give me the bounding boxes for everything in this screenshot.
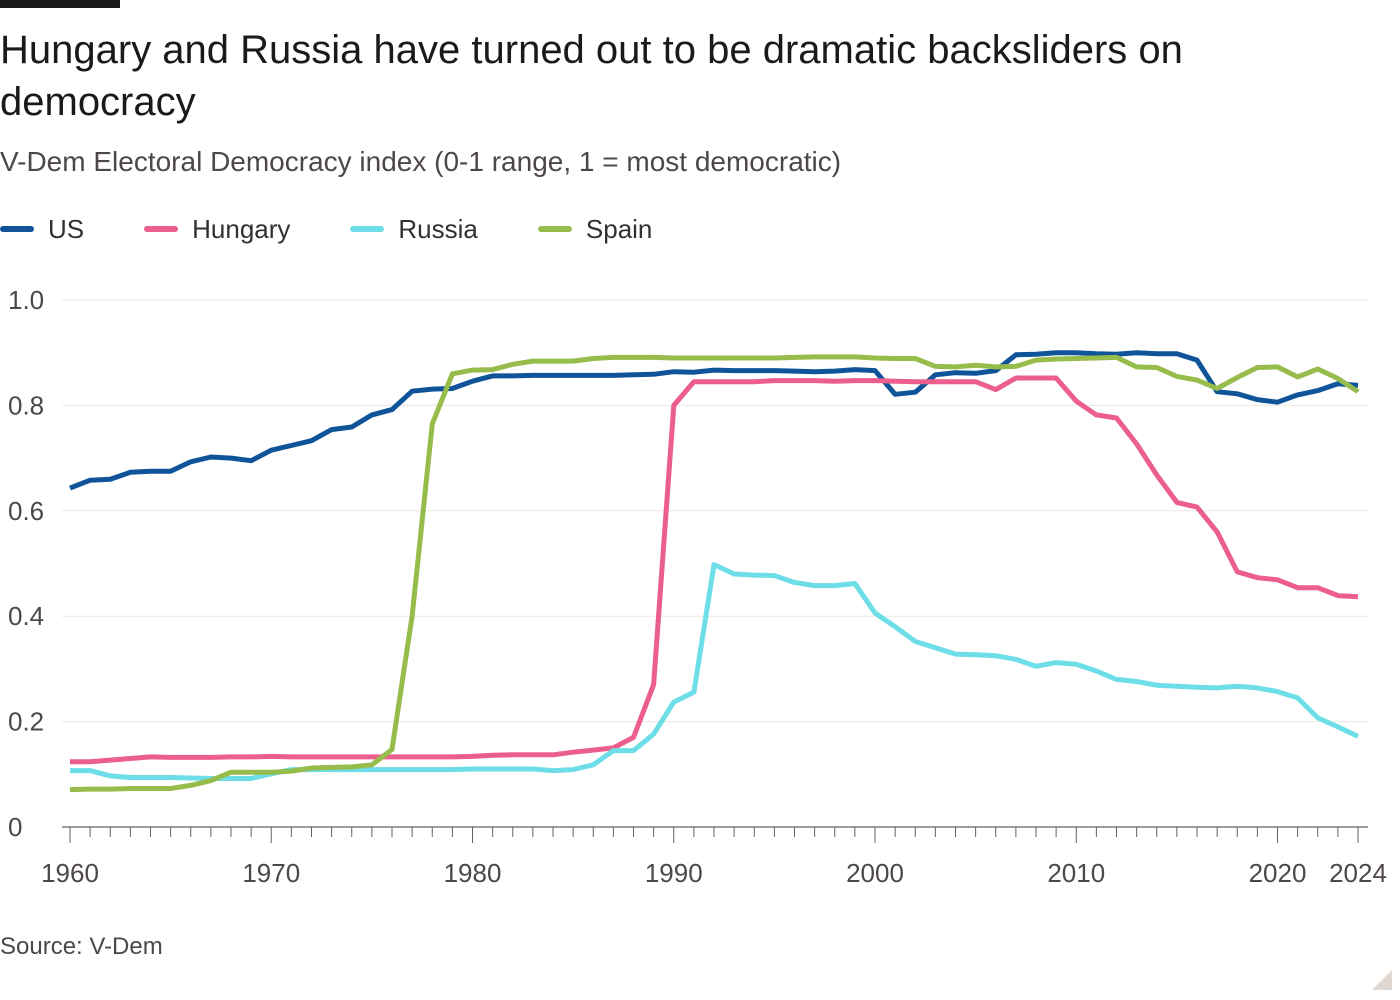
legend-swatch-russia [350, 226, 385, 232]
series-line-russia [70, 562, 1360, 781]
legend-swatch-spain [537, 226, 572, 232]
corner-mark [1372, 970, 1392, 990]
chart-subtitle: V-Dem Electoral Democracy index (0-1 ran… [0, 146, 842, 177]
y-tick-label-1.0: 1.0 [8, 285, 44, 315]
y-tick-label-0.2: 0.2 [8, 707, 44, 737]
y-tick-label-0.8: 0.8 [8, 390, 44, 420]
chart-title: Hungary and Russia have turned out to be… [0, 28, 1183, 124]
series-line-hungary [70, 375, 1359, 765]
x-tick-label-1980: 1980 [444, 858, 502, 888]
source-note: Source: V-Dem [0, 933, 163, 960]
line-chart: 0 0.2 0.4 0.6 0.8 1.0 1960 1970 1980 1990 2000 201… [8, 285, 1387, 888]
y-tick-label-0.4: 0.4 [8, 601, 44, 631]
x-tick-label-2020: 2020 [1249, 858, 1307, 888]
y-axis-ticks: 0 0.2 0.4 0.6 0.8 1.0 [8, 285, 44, 842]
y-tick-label-0: 0 [8, 812, 22, 842]
x-tick-label-2024: 2024 [1329, 858, 1387, 888]
x-tick-label-2000: 2000 [846, 858, 904, 888]
gridlines [62, 299, 1368, 723]
series-line-spain [69, 354, 1360, 793]
legend-label-russia: Russia [398, 213, 478, 244]
x-tick-label-2010: 2010 [1047, 858, 1105, 888]
legend-item-russia: Russia [350, 213, 478, 245]
x-tick-label-1990: 1990 [645, 858, 703, 888]
x-tick-label-1960: 1960 [41, 858, 99, 888]
x-tick-label-1970: 1970 [242, 858, 300, 888]
x-axis: 1960 1970 1980 1990 2000 2010 2020 2024 [41, 826, 1387, 888]
series-lines [69, 350, 1360, 793]
legend-label-us: US [48, 213, 85, 244]
legend-swatch-hungary [144, 226, 179, 232]
legend-label-spain: Spain [585, 213, 653, 244]
legend-item-us: US [0, 214, 84, 245]
legend-swatch-us [0, 226, 34, 232]
legend-item-hungary: Hungary [144, 214, 290, 245]
legend: US Hungary Russia Spain [0, 212, 712, 246]
brand-bar [0, 0, 120, 8]
series-line-us [69, 350, 1359, 491]
legend-label-hungary: Hungary [192, 213, 291, 244]
legend-item-spain: Spain [537, 213, 653, 245]
y-tick-label-0.6: 0.6 [8, 496, 44, 526]
